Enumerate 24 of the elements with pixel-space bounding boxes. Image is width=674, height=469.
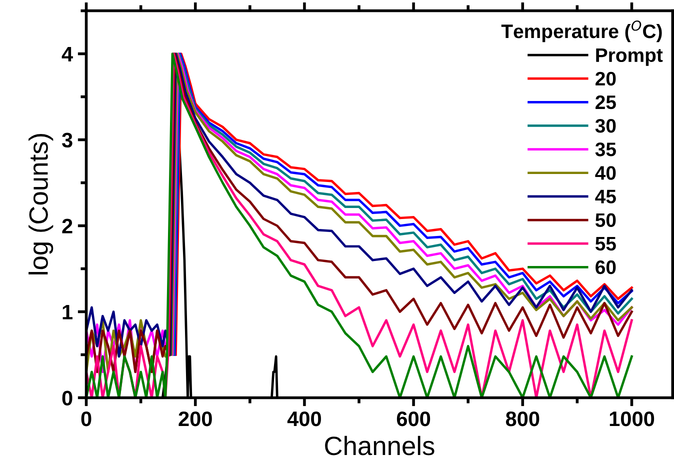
legend-label: 60 xyxy=(596,260,616,274)
x-tick-label: 400 xyxy=(287,411,321,426)
y-tick-label: 4 xyxy=(62,46,73,62)
legend-label: 55 xyxy=(595,237,616,251)
y-tick-label: 0 xyxy=(62,390,72,406)
legend-label: 40 xyxy=(595,166,616,180)
x-axis-title: Channels xyxy=(325,436,434,456)
x-tick-label: 1000 xyxy=(610,411,654,426)
y-tick-label: 1 xyxy=(62,304,72,320)
legend-title: Temperature ($^{O}$C) xyxy=(501,20,662,42)
x-tick-label: 200 xyxy=(178,411,212,426)
x-tick-label: 800 xyxy=(506,411,540,426)
y-axis-title: log (Counts) xyxy=(28,134,54,274)
legend-label: 20 xyxy=(596,72,616,86)
y-tick-label: 2 xyxy=(62,218,72,234)
legend-label: 35 xyxy=(595,142,616,156)
legend-label: 45 xyxy=(595,190,616,204)
legend-label: 30 xyxy=(595,118,616,133)
x-tick-label: 600 xyxy=(396,411,430,426)
legend-label: Prompt xyxy=(596,48,663,66)
x-tick-label: 0 xyxy=(81,411,92,426)
legend-label: 25 xyxy=(596,95,616,110)
legend-label: 50 xyxy=(595,213,616,228)
y-tick-label: 3 xyxy=(62,132,72,148)
